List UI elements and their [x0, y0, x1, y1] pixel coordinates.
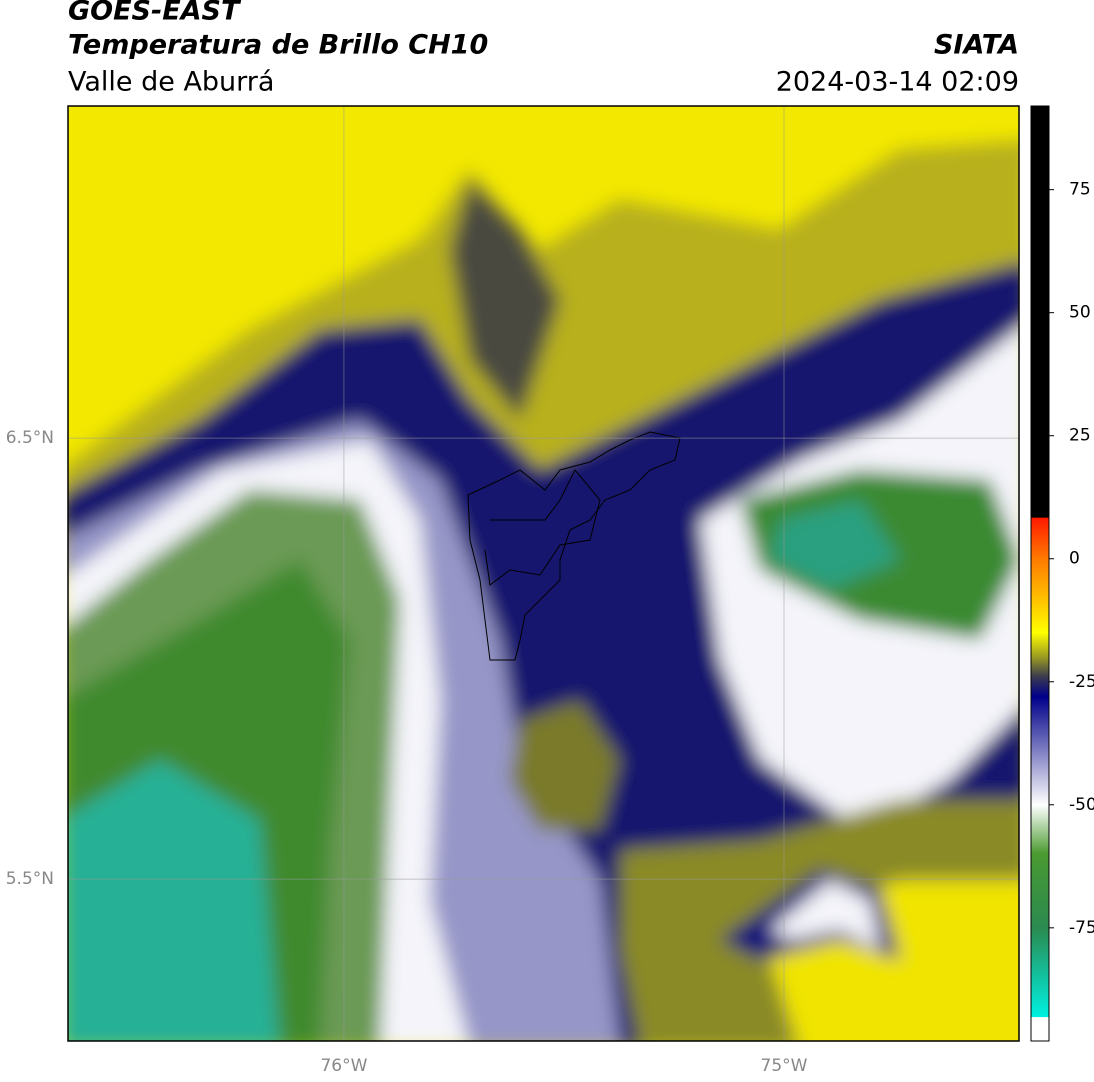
colorbar-tick-label: -25: [1069, 672, 1094, 692]
colorbar-tick-label: 75: [1069, 180, 1091, 200]
municipal-boundaries: [467, 431, 681, 661]
colorbar-tick-label: -75: [1069, 918, 1094, 938]
title: GOES-EAST: [68, 0, 242, 27]
colorbar-tick-label: 50: [1069, 303, 1091, 323]
subtitle: Temperatura de Brillo CH10: [68, 30, 488, 61]
map-frame: [67, 105, 1020, 1042]
map-grid: [68, 106, 1019, 1041]
colorbar: 75 50 25 0 -25 -50 -75: [1030, 105, 1094, 1042]
datetime: 2024-03-14 02:09: [776, 67, 1019, 98]
source: SIATA: [934, 30, 1019, 61]
colorbar-tick-label: 0: [1069, 549, 1080, 569]
lat-label: 6.5°N: [6, 428, 54, 448]
region: Valle de Aburrá: [68, 67, 274, 98]
lon-label: 75°W: [761, 1056, 808, 1076]
lat-label: 5.5°N: [6, 869, 54, 889]
satellite-image: [68, 106, 1019, 1041]
colorbar-tick-label: -50: [1069, 795, 1094, 815]
colorbar-tick-label: 25: [1069, 426, 1091, 446]
lon-label: 76°W: [320, 1056, 367, 1076]
municipal-boundaries: [484, 469, 601, 586]
colorbar-fill: [1030, 105, 1050, 1042]
